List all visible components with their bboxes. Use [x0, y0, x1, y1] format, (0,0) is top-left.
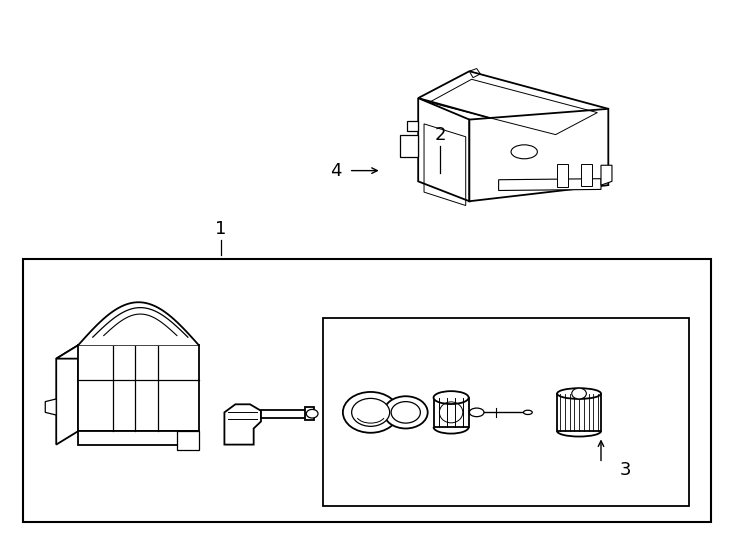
Polygon shape — [400, 134, 418, 157]
Polygon shape — [418, 71, 608, 136]
Ellipse shape — [343, 392, 399, 433]
Ellipse shape — [572, 388, 586, 399]
Polygon shape — [581, 164, 592, 186]
Text: 2: 2 — [435, 126, 446, 144]
Polygon shape — [177, 431, 199, 450]
Ellipse shape — [352, 399, 390, 427]
Polygon shape — [557, 164, 568, 187]
Text: 4: 4 — [330, 161, 341, 180]
Polygon shape — [601, 165, 612, 185]
Polygon shape — [407, 120, 418, 131]
Ellipse shape — [557, 388, 601, 399]
Text: 1: 1 — [215, 220, 227, 238]
Polygon shape — [498, 179, 601, 191]
Bar — [323, 319, 688, 507]
Ellipse shape — [469, 408, 484, 417]
Ellipse shape — [434, 391, 468, 404]
Polygon shape — [225, 404, 261, 444]
Ellipse shape — [306, 409, 318, 418]
Polygon shape — [418, 98, 469, 201]
Ellipse shape — [391, 402, 421, 423]
Polygon shape — [46, 399, 57, 415]
Polygon shape — [305, 407, 314, 421]
Polygon shape — [557, 394, 601, 431]
Ellipse shape — [523, 410, 532, 415]
Polygon shape — [434, 397, 468, 427]
Polygon shape — [78, 431, 199, 444]
Polygon shape — [469, 109, 608, 201]
Bar — [23, 259, 711, 523]
Text: 3: 3 — [619, 461, 631, 479]
Polygon shape — [78, 345, 199, 431]
Polygon shape — [261, 410, 308, 418]
Polygon shape — [57, 345, 199, 359]
Ellipse shape — [511, 145, 537, 159]
Polygon shape — [57, 345, 78, 444]
Ellipse shape — [384, 396, 428, 428]
